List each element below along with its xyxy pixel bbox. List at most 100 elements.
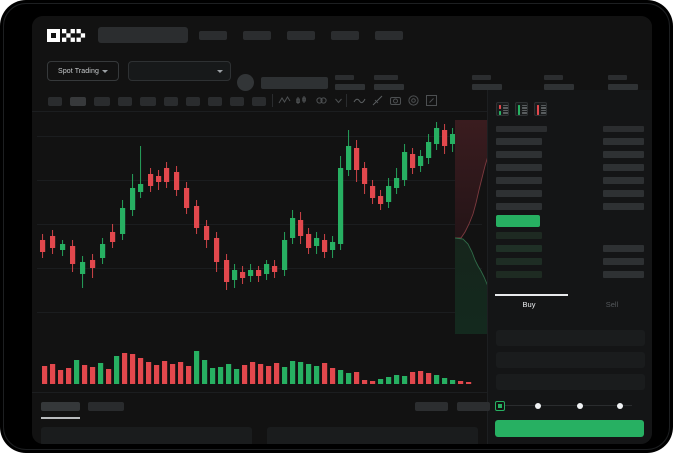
pagination-step-3[interactable] bbox=[577, 403, 583, 409]
search-input[interactable] bbox=[98, 27, 188, 43]
top-navigation-bar bbox=[32, 16, 652, 54]
orderbook-bid-amount bbox=[603, 245, 644, 252]
bottom-tab-settings[interactable] bbox=[457, 402, 490, 411]
orderbook-ask-amount bbox=[603, 164, 644, 171]
order-amount-field[interactable] bbox=[496, 352, 645, 368]
toolbar-divider bbox=[346, 94, 347, 107]
trendline-icon[interactable] bbox=[353, 94, 366, 107]
nav-item-2[interactable] bbox=[243, 31, 271, 40]
candlestick-chart[interactable] bbox=[32, 112, 487, 334]
measure-icon[interactable] bbox=[371, 94, 384, 107]
volume-series bbox=[42, 351, 472, 384]
stat-24h-volume bbox=[544, 75, 574, 90]
orderbook-header-price bbox=[496, 126, 547, 132]
market-type-select[interactable]: Spot Trading bbox=[47, 61, 119, 81]
stat-label bbox=[608, 75, 627, 80]
chevron-down-icon bbox=[217, 70, 223, 73]
timeframe-15m[interactable] bbox=[94, 97, 110, 106]
orderbook-panel: Buy Sell bbox=[487, 90, 652, 444]
nav-item-5[interactable] bbox=[375, 31, 403, 40]
orderbook-ask-amount bbox=[603, 177, 644, 184]
device-bezel: Spot Trading bbox=[3, 3, 670, 450]
orderbook-bid-amount bbox=[603, 258, 644, 265]
orderbook-ask-row[interactable] bbox=[496, 138, 542, 145]
orderbook-spread-price[interactable] bbox=[496, 215, 540, 227]
bottom-panel-orders bbox=[41, 427, 252, 444]
ticker-bar: Spot Trading bbox=[32, 54, 652, 90]
stat-label bbox=[544, 75, 563, 80]
gridline bbox=[37, 180, 482, 181]
indicator-icon[interactable] bbox=[315, 94, 328, 107]
timeframe-5m[interactable] bbox=[70, 97, 86, 106]
orderbook-bid-row[interactable] bbox=[496, 245, 542, 252]
stat-value bbox=[472, 84, 502, 90]
orderbook-bid-row[interactable] bbox=[496, 258, 542, 265]
order-price-field[interactable] bbox=[496, 330, 645, 346]
line-chart-icon[interactable] bbox=[278, 94, 291, 107]
stat-24h-high bbox=[374, 75, 404, 90]
bottom-tab-order-history[interactable] bbox=[88, 402, 124, 411]
timeframe-more[interactable] bbox=[252, 97, 266, 106]
timeframe-1h[interactable] bbox=[140, 97, 156, 106]
bottom-tab-assets[interactable] bbox=[415, 402, 448, 411]
candlestick-icon[interactable] bbox=[295, 94, 308, 107]
timeframe-1d[interactable] bbox=[186, 97, 200, 106]
timeframe-1w[interactable] bbox=[208, 97, 222, 106]
timeframe-30m[interactable] bbox=[118, 97, 132, 106]
orderbook-ask-row[interactable] bbox=[496, 151, 542, 158]
timeframe-4h[interactable] bbox=[164, 97, 178, 106]
active-tab-underline bbox=[41, 417, 80, 419]
stat-label bbox=[335, 75, 354, 80]
fullscreen-icon[interactable] bbox=[425, 94, 438, 107]
footer-right bbox=[487, 392, 652, 444]
toolbar-divider bbox=[272, 94, 273, 107]
gridline bbox=[37, 312, 482, 313]
pagination bbox=[487, 400, 652, 412]
nav-item-4[interactable] bbox=[331, 31, 359, 40]
tab-buy[interactable]: Buy bbox=[522, 300, 536, 309]
orderbook-ask-amount bbox=[603, 151, 644, 158]
trade-side-tabs: Buy Sell bbox=[488, 294, 652, 324]
tab-sell[interactable]: Sell bbox=[605, 300, 619, 309]
chevron-down-icon[interactable] bbox=[332, 94, 345, 107]
bottom-panel-trades bbox=[267, 427, 478, 444]
trading-pair-select[interactable] bbox=[128, 61, 231, 81]
orderbook-layout-bids[interactable] bbox=[515, 102, 528, 116]
stat-label bbox=[472, 75, 491, 80]
timeframe-1M[interactable] bbox=[230, 97, 244, 106]
okx-logo[interactable] bbox=[47, 29, 86, 42]
bottom-tab-open-orders[interactable] bbox=[41, 402, 80, 411]
order-total-field[interactable] bbox=[496, 374, 645, 390]
pagination-step-2[interactable] bbox=[535, 403, 541, 409]
orderbook-ask-row[interactable] bbox=[496, 177, 542, 184]
candlestick-series bbox=[40, 122, 456, 290]
camera-icon[interactable] bbox=[389, 94, 402, 107]
settings-icon[interactable] bbox=[407, 94, 420, 107]
nav-item-1[interactable] bbox=[199, 31, 227, 40]
timeframe-1m[interactable] bbox=[48, 97, 62, 106]
volume-chart[interactable] bbox=[32, 334, 487, 392]
gridline bbox=[37, 224, 482, 225]
orderbook-layout-both[interactable] bbox=[496, 102, 509, 116]
pair-coin-icon bbox=[237, 74, 254, 91]
orderbook-bid-row[interactable] bbox=[496, 232, 542, 239]
submit-order-button[interactable] bbox=[495, 420, 644, 437]
pagination-step-4[interactable] bbox=[617, 403, 623, 409]
nav-item-3[interactable] bbox=[287, 31, 315, 40]
orderbook-bid-row[interactable] bbox=[496, 271, 542, 278]
orderbook-layout-asks[interactable] bbox=[534, 102, 547, 116]
orderbook-ask-row[interactable] bbox=[496, 190, 542, 197]
orderbook-ask-row[interactable] bbox=[496, 203, 542, 210]
orderbook-ask-row[interactable] bbox=[496, 164, 542, 171]
orderbook-ask-amount bbox=[603, 190, 644, 197]
orderbook-layout-toggles bbox=[496, 102, 547, 116]
pagination-track bbox=[499, 405, 632, 406]
orderbook-ask-amount bbox=[603, 203, 644, 210]
stat-24h-low bbox=[472, 75, 502, 90]
orderbook-header-amount bbox=[603, 126, 644, 132]
market-type-label: Spot Trading bbox=[58, 67, 99, 75]
stat-value bbox=[544, 84, 574, 90]
chevron-down-icon bbox=[101, 69, 108, 73]
pagination-step-1-active[interactable] bbox=[495, 401, 505, 411]
